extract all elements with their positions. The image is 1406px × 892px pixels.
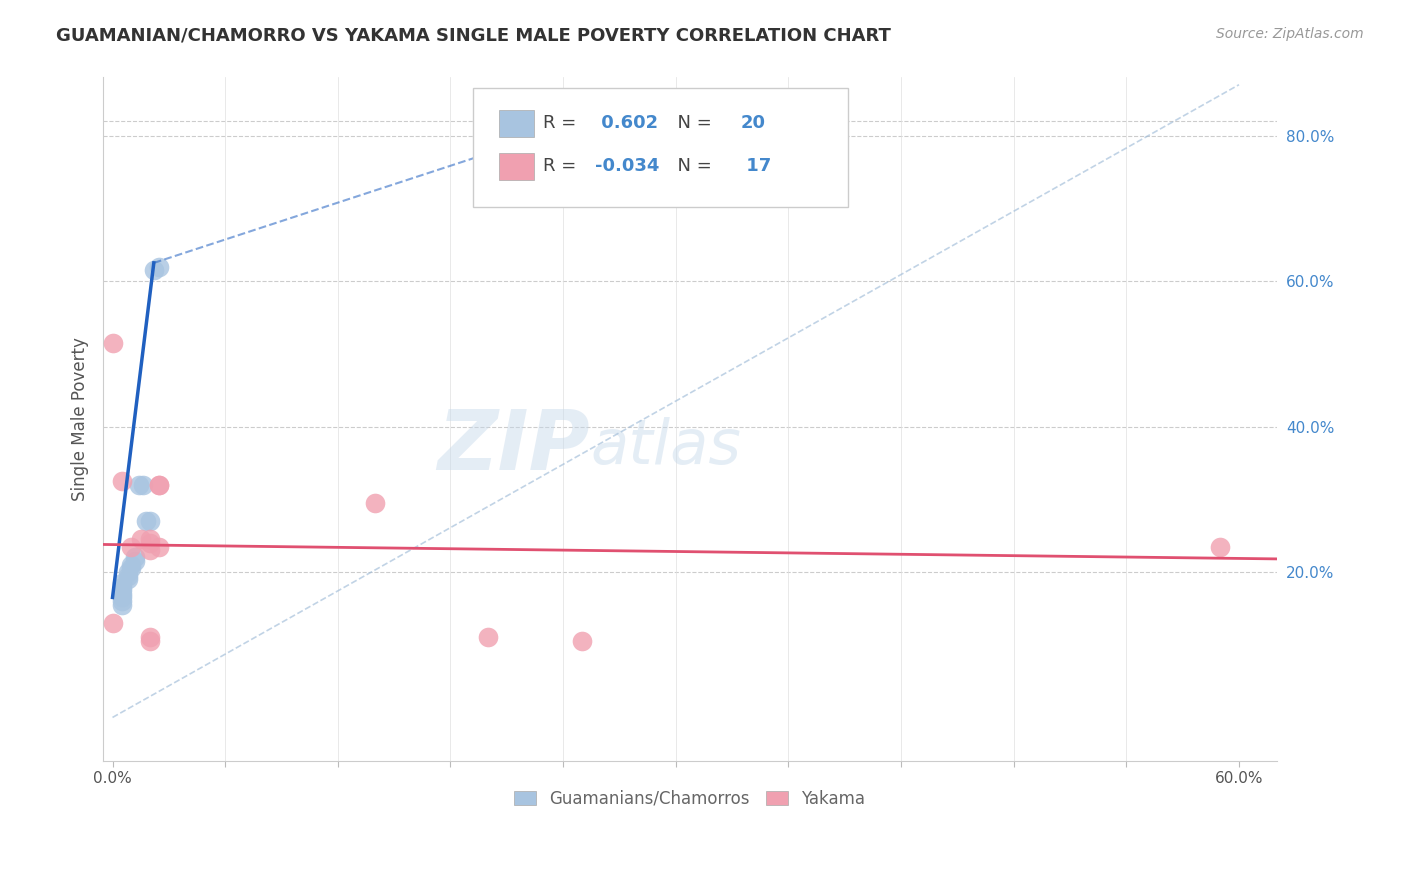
Point (111, 587, 134, 601)
Text: 17: 17 (741, 157, 772, 176)
Point (111, 594, 134, 608)
Point (139, 533, 162, 547)
FancyBboxPatch shape (472, 87, 848, 207)
Point (131, 477, 153, 491)
Point (128, 477, 150, 491)
Point (364, 496, 387, 510)
Point (111, 580, 134, 594)
Point (111, 575, 134, 590)
Text: N =: N = (666, 157, 718, 176)
Point (571, 634, 593, 648)
Point (124, 550, 146, 565)
Y-axis label: Single Male Poverty: Single Male Poverty (72, 337, 89, 501)
Point (129, 533, 152, 547)
Point (139, 536, 162, 550)
Point (117, 565, 139, 579)
Point (148, 477, 170, 491)
Point (120, 561, 142, 575)
Point (148, 477, 170, 491)
Point (148, 540, 170, 554)
Point (101, 615, 124, 630)
Point (111, 474, 134, 488)
Point (148, 260, 170, 274)
Point (117, 568, 139, 582)
Text: 20: 20 (741, 114, 765, 132)
Text: R =: R = (543, 157, 582, 176)
Text: atlas: atlas (591, 417, 741, 476)
Point (117, 572, 139, 586)
Text: -0.034: -0.034 (595, 157, 659, 176)
Point (477, 631, 499, 645)
Point (142, 263, 165, 277)
Point (135, 514, 157, 528)
Text: R =: R = (543, 114, 582, 132)
Point (124, 554, 146, 568)
Point (139, 634, 162, 648)
Point (101, 335, 124, 350)
Point (139, 631, 162, 645)
Legend: Guamanians/Chamorros, Yakama: Guamanians/Chamorros, Yakama (508, 783, 872, 814)
Point (120, 540, 142, 554)
Text: Source: ZipAtlas.com: Source: ZipAtlas.com (1216, 27, 1364, 41)
Text: GUAMANIAN/CHAMORRO VS YAKAMA SINGLE MALE POVERTY CORRELATION CHART: GUAMANIAN/CHAMORRO VS YAKAMA SINGLE MALE… (56, 27, 891, 45)
Text: 0.602: 0.602 (595, 114, 658, 132)
FancyBboxPatch shape (499, 153, 534, 180)
Text: ZIP: ZIP (437, 406, 591, 487)
Point (120, 558, 142, 572)
FancyBboxPatch shape (499, 110, 534, 136)
Text: N =: N = (666, 114, 718, 132)
Point (139, 514, 162, 528)
Point (111, 583, 134, 598)
Point (111, 591, 134, 605)
Point (1209, 540, 1232, 554)
Point (111, 598, 134, 612)
Point (139, 543, 162, 558)
